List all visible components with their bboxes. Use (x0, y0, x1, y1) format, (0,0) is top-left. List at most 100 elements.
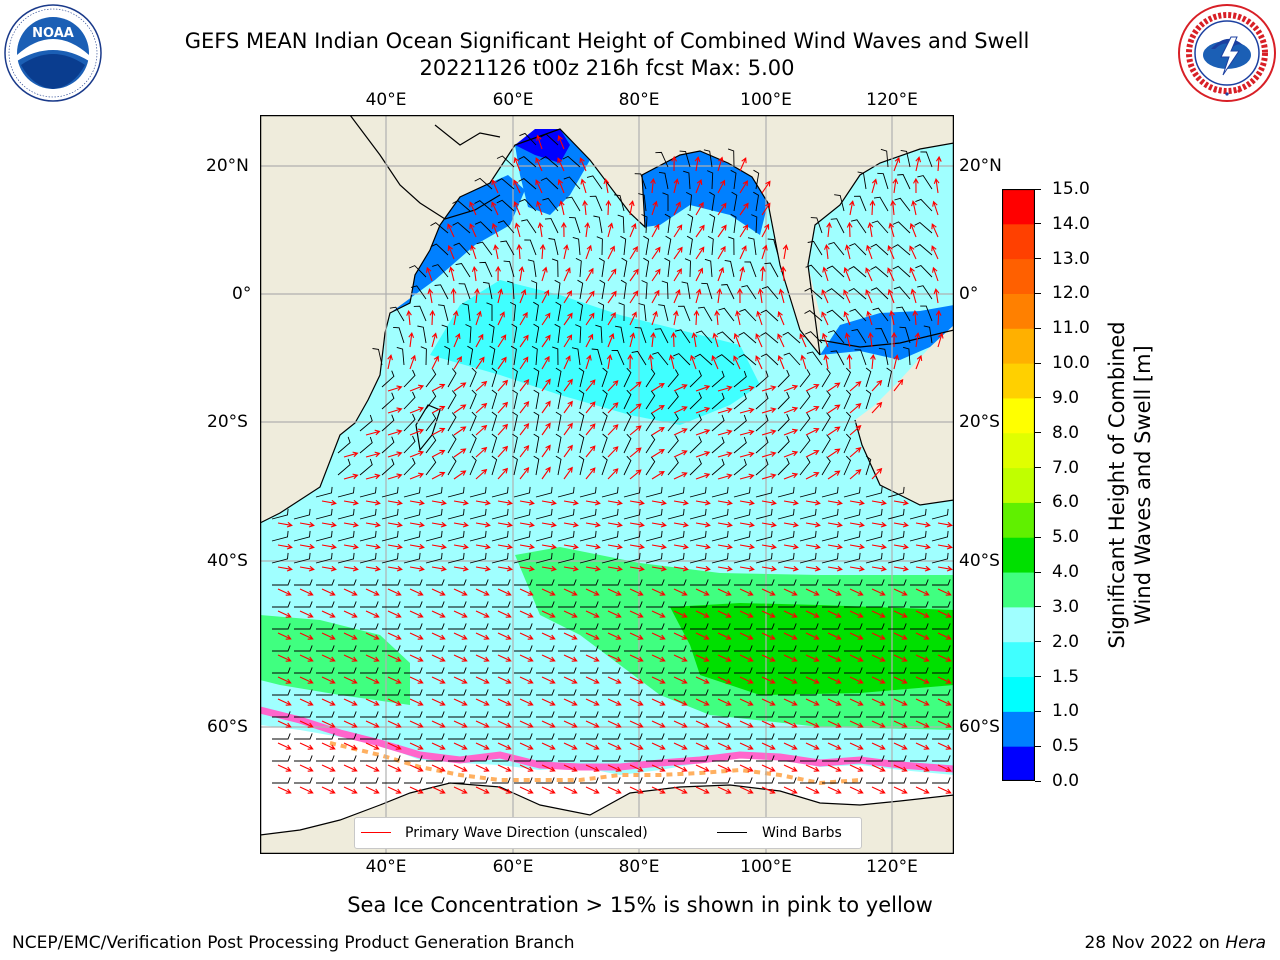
wave-direction-arrow (843, 311, 851, 326)
wave-direction-arrow (673, 310, 679, 326)
wave-direction-arrow (651, 543, 667, 550)
wave-direction-arrow (453, 676, 468, 684)
wave-direction-arrow (695, 521, 711, 528)
wave-direction-arrow (821, 332, 829, 348)
wave-direction-arrow (519, 499, 535, 506)
wind-barb (624, 689, 643, 696)
wave-direction-arrow (387, 565, 403, 572)
wind-barb (931, 552, 949, 564)
wind-barb (512, 433, 518, 454)
wave-direction-arrow (756, 310, 763, 326)
wave-direction-arrow (497, 565, 513, 572)
wind-barb (778, 777, 797, 784)
wave-direction-arrow (277, 610, 292, 618)
wind-barb (932, 645, 951, 652)
wave-direction-arrow (761, 764, 776, 772)
wave-direction-arrow (849, 610, 864, 618)
wave-direction-arrow (849, 403, 862, 414)
wave-direction-arrow (607, 268, 617, 282)
wind-barb (821, 412, 831, 432)
colorbar-bin (1002, 258, 1035, 294)
wave-direction-arrow (827, 543, 843, 550)
wind-barb (755, 392, 769, 410)
wind-barb (712, 733, 731, 740)
wind-barb (382, 777, 401, 784)
wind-barb (602, 689, 621, 696)
wave-direction-arrow (629, 223, 637, 238)
wave-direction-arrow (475, 380, 488, 392)
wave-direction-arrow (475, 565, 491, 572)
wave-direction-arrow (783, 720, 798, 728)
wind-barb (469, 486, 487, 498)
wind-barb (662, 192, 669, 211)
wind-barb (668, 601, 687, 608)
wind-barb (489, 345, 496, 366)
wind-barb (684, 258, 691, 278)
wind-barb (558, 579, 577, 586)
wind-barb (426, 755, 445, 762)
wave-direction-arrow (777, 354, 785, 370)
wind-barb (601, 530, 619, 542)
wind-barb (734, 601, 753, 608)
wind-barb (514, 623, 533, 630)
wave-direction-arrow (519, 466, 530, 480)
wave-direction-arrow (563, 378, 573, 392)
wave-direction-arrow (607, 446, 619, 458)
wave-direction-arrow (453, 632, 468, 640)
wind-barb (799, 391, 811, 410)
colorbar-tick-label: 10.0 (1052, 353, 1090, 374)
wind-barb (690, 645, 709, 652)
wind-barb (778, 689, 797, 696)
wind-barb (580, 667, 599, 674)
wind-barb (892, 265, 911, 278)
wave-direction-arrow (629, 332, 636, 348)
wave-direction-arrow (870, 353, 876, 370)
wind-barb (932, 579, 951, 586)
colorbar-tick-label: 7.0 (1052, 457, 1080, 478)
wind-barb (434, 284, 449, 300)
wind-barb (888, 711, 907, 718)
wave-direction-arrow (343, 676, 358, 684)
wind-barb (601, 411, 608, 432)
wind-barb (360, 689, 379, 696)
wave-direction-arrow (651, 632, 666, 640)
wave-direction-arrow (805, 405, 820, 414)
wind-barb (293, 552, 311, 564)
wind-barb (777, 552, 795, 564)
wave-direction-arrow (409, 698, 424, 706)
wind-barb (624, 733, 643, 740)
wind-barb (465, 324, 472, 344)
colorbar-bin (1002, 572, 1035, 608)
wave-direction-arrow (563, 654, 578, 662)
wind-barb (403, 530, 421, 542)
wave-direction-arrow (711, 355, 719, 370)
wind-barb (731, 191, 738, 212)
wind-barb (804, 287, 823, 300)
wind-barb (667, 413, 679, 432)
wave-direction-arrow (650, 177, 656, 194)
wave-direction-arrow (937, 588, 952, 596)
wave-direction-arrow (849, 632, 864, 640)
wave-direction-arrow (541, 610, 556, 618)
wind-barb (536, 667, 555, 674)
wind-barb (712, 755, 731, 762)
wind-barb (909, 508, 927, 520)
wind-barb (668, 777, 687, 784)
wave-direction-arrow (912, 309, 919, 326)
wind-barb (272, 777, 291, 784)
wind-barb (690, 711, 709, 718)
wind-barb (621, 257, 628, 278)
wave-direction-arrow (805, 449, 820, 458)
wave-direction-arrow (447, 244, 455, 260)
wave-direction-arrow (497, 764, 512, 772)
wind-barb (492, 711, 511, 718)
wind-barb (558, 733, 577, 740)
wind-barb (932, 755, 951, 762)
wind-barb (689, 530, 707, 542)
wind-barb (452, 200, 471, 212)
wave-direction-arrow (937, 632, 952, 640)
wave-direction-arrow (409, 354, 417, 370)
wave-direction-arrow (761, 407, 777, 414)
wind-barb (783, 352, 801, 366)
wave-direction-arrow (535, 179, 543, 194)
